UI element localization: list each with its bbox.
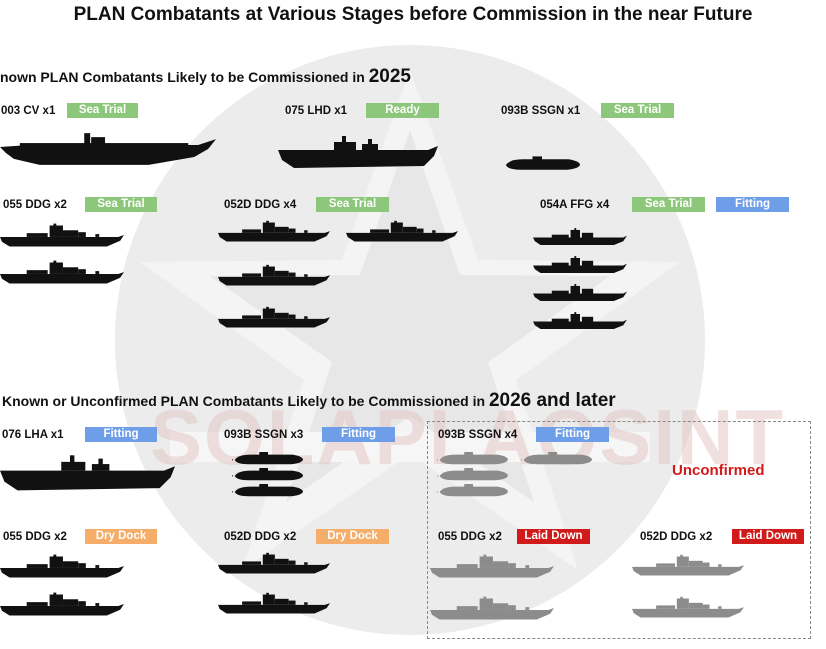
section-heading-2026: Known or Unconfirmed PLAN Combatants Lik… — [2, 390, 616, 412]
destroyer-icon — [218, 220, 330, 244]
status-badge-sea-trial: Sea Trial — [85, 197, 157, 212]
status-badge-sea-trial: Sea Trial — [632, 197, 705, 212]
amphibious-assault-ship-icon — [278, 136, 438, 172]
group-label-093b-ssgn: 093B SSGN x1 — [501, 105, 581, 117]
status-badge-sea-trial: Sea Trial — [601, 103, 674, 118]
destroyer-icon — [0, 223, 124, 249]
status-badge-sea-trial: Sea Trial — [67, 103, 138, 118]
destroyer-icon — [218, 552, 330, 576]
section-heading-2025-year: 2025 — [368, 66, 411, 87]
submarine-icon — [437, 452, 509, 466]
status-badge-fitting: Fitting — [85, 427, 157, 442]
group-label-052d-ddg: 052D DDG x2 — [224, 531, 297, 543]
destroyer-icon — [218, 592, 330, 616]
status-badge-laid-down: Laid Down — [517, 529, 590, 544]
frigate-icon — [533, 256, 627, 275]
status-badge-sea-trial: Sea Trial — [316, 197, 389, 212]
destroyer-icon — [632, 596, 744, 620]
status-badge-fitting: Fitting — [716, 197, 789, 212]
submarine-icon — [232, 468, 304, 482]
group-label-055-ddg: 055 DDG x2 — [3, 199, 67, 211]
status-badge-fitting: Fitting — [536, 427, 609, 442]
group-label-052d-ddg: 052D DDG x4 — [224, 199, 297, 211]
destroyer-icon — [346, 220, 458, 244]
status-badge-fitting: Fitting — [322, 427, 395, 442]
group-label-076-lha: 076 LHA x1 — [2, 429, 64, 441]
frigate-icon — [533, 312, 627, 331]
submarine-icon — [504, 156, 580, 172]
submarine-icon — [437, 484, 509, 498]
submarine-icon — [437, 468, 509, 482]
status-badge-dry-dock: Dry Dock — [85, 529, 157, 544]
carrier-icon — [0, 133, 218, 169]
section-heading-2026-text: Known or Unconfirmed PLAN Combatants Lik… — [2, 393, 486, 409]
submarine-icon — [521, 452, 593, 466]
frigate-icon — [533, 284, 627, 303]
group-label-093b-ssgn: 093B SSGN x4 — [438, 429, 518, 441]
section-heading-2025-text: nown PLAN Combatants Likely to be Commis… — [0, 69, 365, 85]
status-badge-laid-down: Laid Down — [732, 529, 804, 544]
watermark-text: SOLAPLAOSINT — [150, 393, 786, 481]
group-label-075-lhd: 075 LHD x1 — [285, 105, 348, 117]
destroyer-icon — [430, 554, 554, 580]
frigate-icon — [533, 228, 627, 247]
destroyer-icon — [218, 306, 330, 330]
group-label-055-ddg: 055 DDG x2 — [438, 531, 502, 543]
group-label-055-ddg: 055 DDG x2 — [3, 531, 67, 543]
section-heading-2025: nown PLAN Combatants Likely to be Commis… — [0, 66, 411, 88]
destroyer-icon — [632, 554, 744, 578]
unconfirmed-label: Unconfirmed — [672, 462, 765, 479]
destroyer-icon — [430, 596, 554, 622]
group-label-052d-ddg: 052D DDG x2 — [640, 531, 713, 543]
amphibious-assault-ship-icon — [0, 455, 175, 495]
destroyer-icon — [218, 264, 330, 288]
unconfirmed-box — [427, 421, 811, 639]
destroyer-icon — [0, 554, 124, 580]
status-badge-ready: Ready — [366, 103, 439, 118]
submarine-icon — [232, 452, 304, 466]
section-heading-2026-year: 2026 and later — [488, 390, 616, 411]
group-label-054a-ffg: 054A FFG x4 — [540, 199, 610, 211]
destroyer-icon — [0, 260, 124, 286]
group-label-093b-ssgn: 093B SSGN x3 — [224, 429, 304, 441]
group-label-003-cv: 003 CV x1 — [1, 105, 56, 117]
page-title: PLAN Combatants at Various Stages before… — [73, 4, 753, 25]
destroyer-icon — [0, 592, 124, 618]
submarine-icon — [232, 484, 304, 498]
status-badge-dry-dock: Dry Dock — [316, 529, 389, 544]
